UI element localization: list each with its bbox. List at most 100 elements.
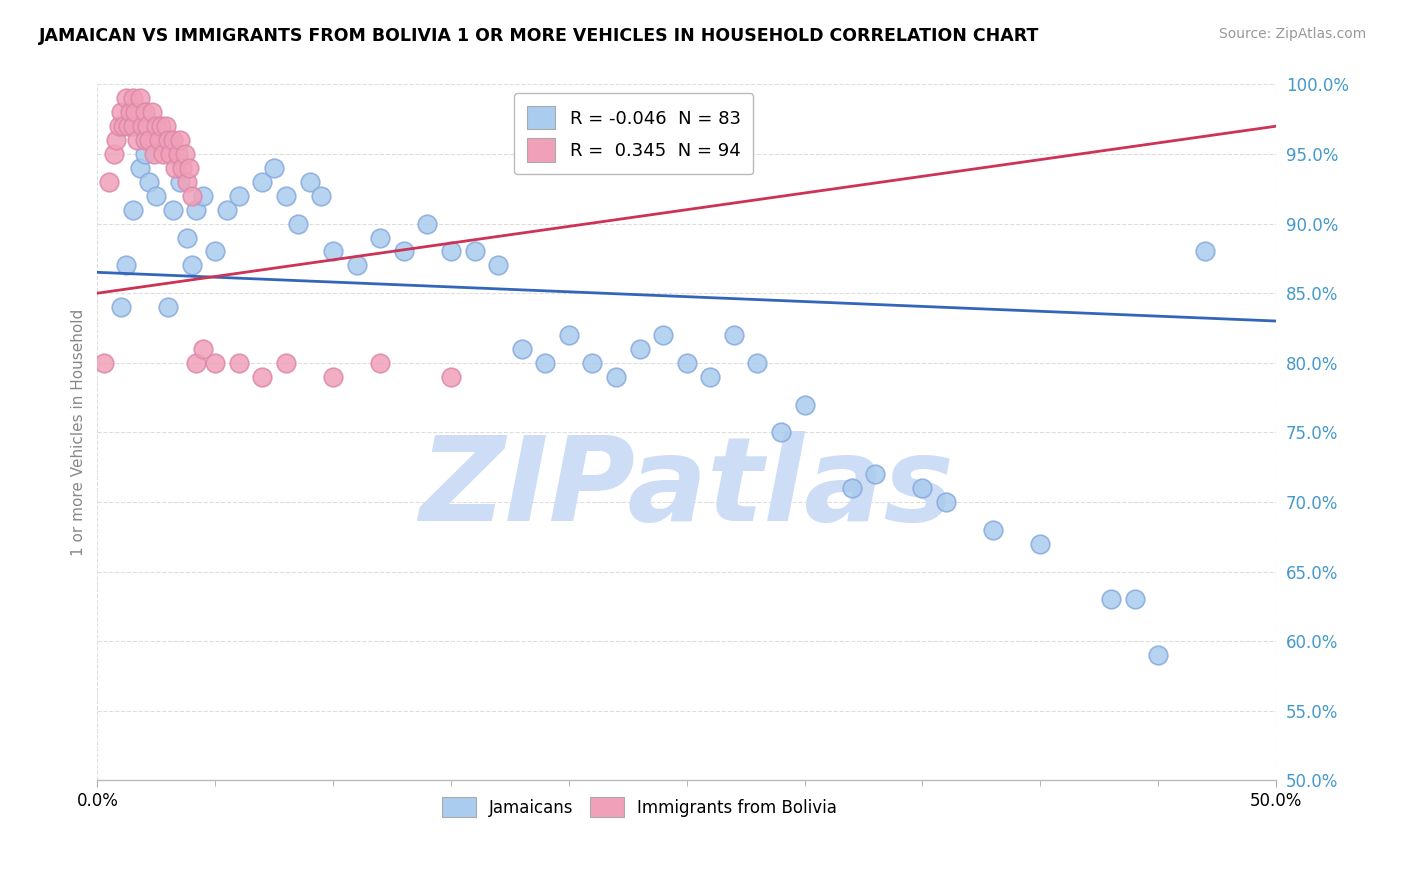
- Point: [186, 202, 208, 217]
- Point: [911, 481, 934, 495]
- Point: [134, 105, 156, 120]
- Point: [103, 147, 125, 161]
- Point: [186, 356, 208, 370]
- Point: [581, 356, 603, 370]
- Point: [155, 119, 177, 133]
- Point: [124, 105, 146, 120]
- Point: [169, 133, 191, 147]
- Point: [93, 356, 115, 370]
- Text: ZIPatlas: ZIPatlas: [419, 431, 955, 546]
- Point: [165, 161, 187, 175]
- Point: [114, 258, 136, 272]
- Point: [252, 369, 274, 384]
- Point: [134, 147, 156, 161]
- Point: [311, 188, 333, 202]
- Point: [252, 175, 274, 189]
- Point: [135, 119, 157, 133]
- Point: [110, 105, 132, 120]
- Point: [1029, 537, 1052, 551]
- Point: [121, 119, 143, 133]
- Point: [152, 133, 174, 147]
- Point: [117, 119, 139, 133]
- Point: [723, 328, 745, 343]
- Point: [148, 133, 170, 147]
- Point: [1099, 592, 1122, 607]
- Point: [105, 133, 128, 147]
- Point: [114, 91, 136, 105]
- Point: [274, 356, 297, 370]
- Point: [1194, 244, 1216, 259]
- Point: [747, 356, 769, 370]
- Point: [486, 258, 509, 272]
- Point: [180, 258, 202, 272]
- Point: [287, 217, 309, 231]
- Point: [793, 398, 815, 412]
- Point: [150, 119, 173, 133]
- Point: [145, 119, 167, 133]
- Point: [157, 133, 180, 147]
- Point: [1147, 648, 1170, 662]
- Point: [128, 91, 150, 105]
- Point: [134, 133, 156, 147]
- Point: [193, 188, 215, 202]
- Point: [145, 188, 167, 202]
- Point: [322, 244, 344, 259]
- Point: [173, 147, 195, 161]
- Point: [440, 244, 463, 259]
- Point: [107, 119, 129, 133]
- Point: [346, 258, 368, 272]
- Legend: Jamaicans, Immigrants from Bolivia: Jamaicans, Immigrants from Bolivia: [436, 790, 844, 824]
- Point: [142, 147, 165, 161]
- Point: [510, 342, 533, 356]
- Point: [159, 147, 181, 161]
- Point: [464, 244, 486, 259]
- Point: [176, 230, 198, 244]
- Point: [440, 369, 463, 384]
- Point: [179, 161, 201, 175]
- Point: [981, 523, 1004, 537]
- Point: [392, 244, 415, 259]
- Point: [138, 133, 160, 147]
- Point: [228, 356, 250, 370]
- Point: [605, 369, 627, 384]
- Point: [841, 481, 863, 495]
- Point: [769, 425, 792, 440]
- Point: [204, 356, 226, 370]
- Point: [110, 300, 132, 314]
- Text: Source: ZipAtlas.com: Source: ZipAtlas.com: [1219, 27, 1367, 41]
- Text: JAMAICAN VS IMMIGRANTS FROM BOLIVIA 1 OR MORE VEHICLES IN HOUSEHOLD CORRELATION : JAMAICAN VS IMMIGRANTS FROM BOLIVIA 1 OR…: [39, 27, 1040, 45]
- Point: [368, 356, 391, 370]
- Point: [228, 188, 250, 202]
- Point: [1123, 592, 1146, 607]
- Point: [127, 133, 149, 147]
- Point: [98, 175, 121, 189]
- Point: [120, 105, 142, 120]
- Point: [141, 105, 163, 120]
- Point: [274, 188, 297, 202]
- Point: [176, 175, 198, 189]
- Point: [131, 119, 153, 133]
- Y-axis label: 1 or more Vehicles in Household: 1 or more Vehicles in Household: [72, 309, 86, 556]
- Point: [263, 161, 285, 175]
- Point: [935, 495, 957, 509]
- Point: [152, 147, 174, 161]
- Point: [322, 369, 344, 384]
- Point: [699, 369, 721, 384]
- Point: [162, 133, 184, 147]
- Point: [416, 217, 439, 231]
- Point: [865, 467, 887, 482]
- Point: [204, 244, 226, 259]
- Point: [138, 175, 160, 189]
- Point: [157, 300, 180, 314]
- Point: [169, 175, 191, 189]
- Point: [675, 356, 697, 370]
- Point: [652, 328, 675, 343]
- Point: [112, 119, 135, 133]
- Point: [180, 188, 202, 202]
- Point: [215, 202, 238, 217]
- Point: [121, 91, 143, 105]
- Point: [172, 161, 194, 175]
- Point: [628, 342, 651, 356]
- Point: [121, 202, 143, 217]
- Point: [128, 161, 150, 175]
